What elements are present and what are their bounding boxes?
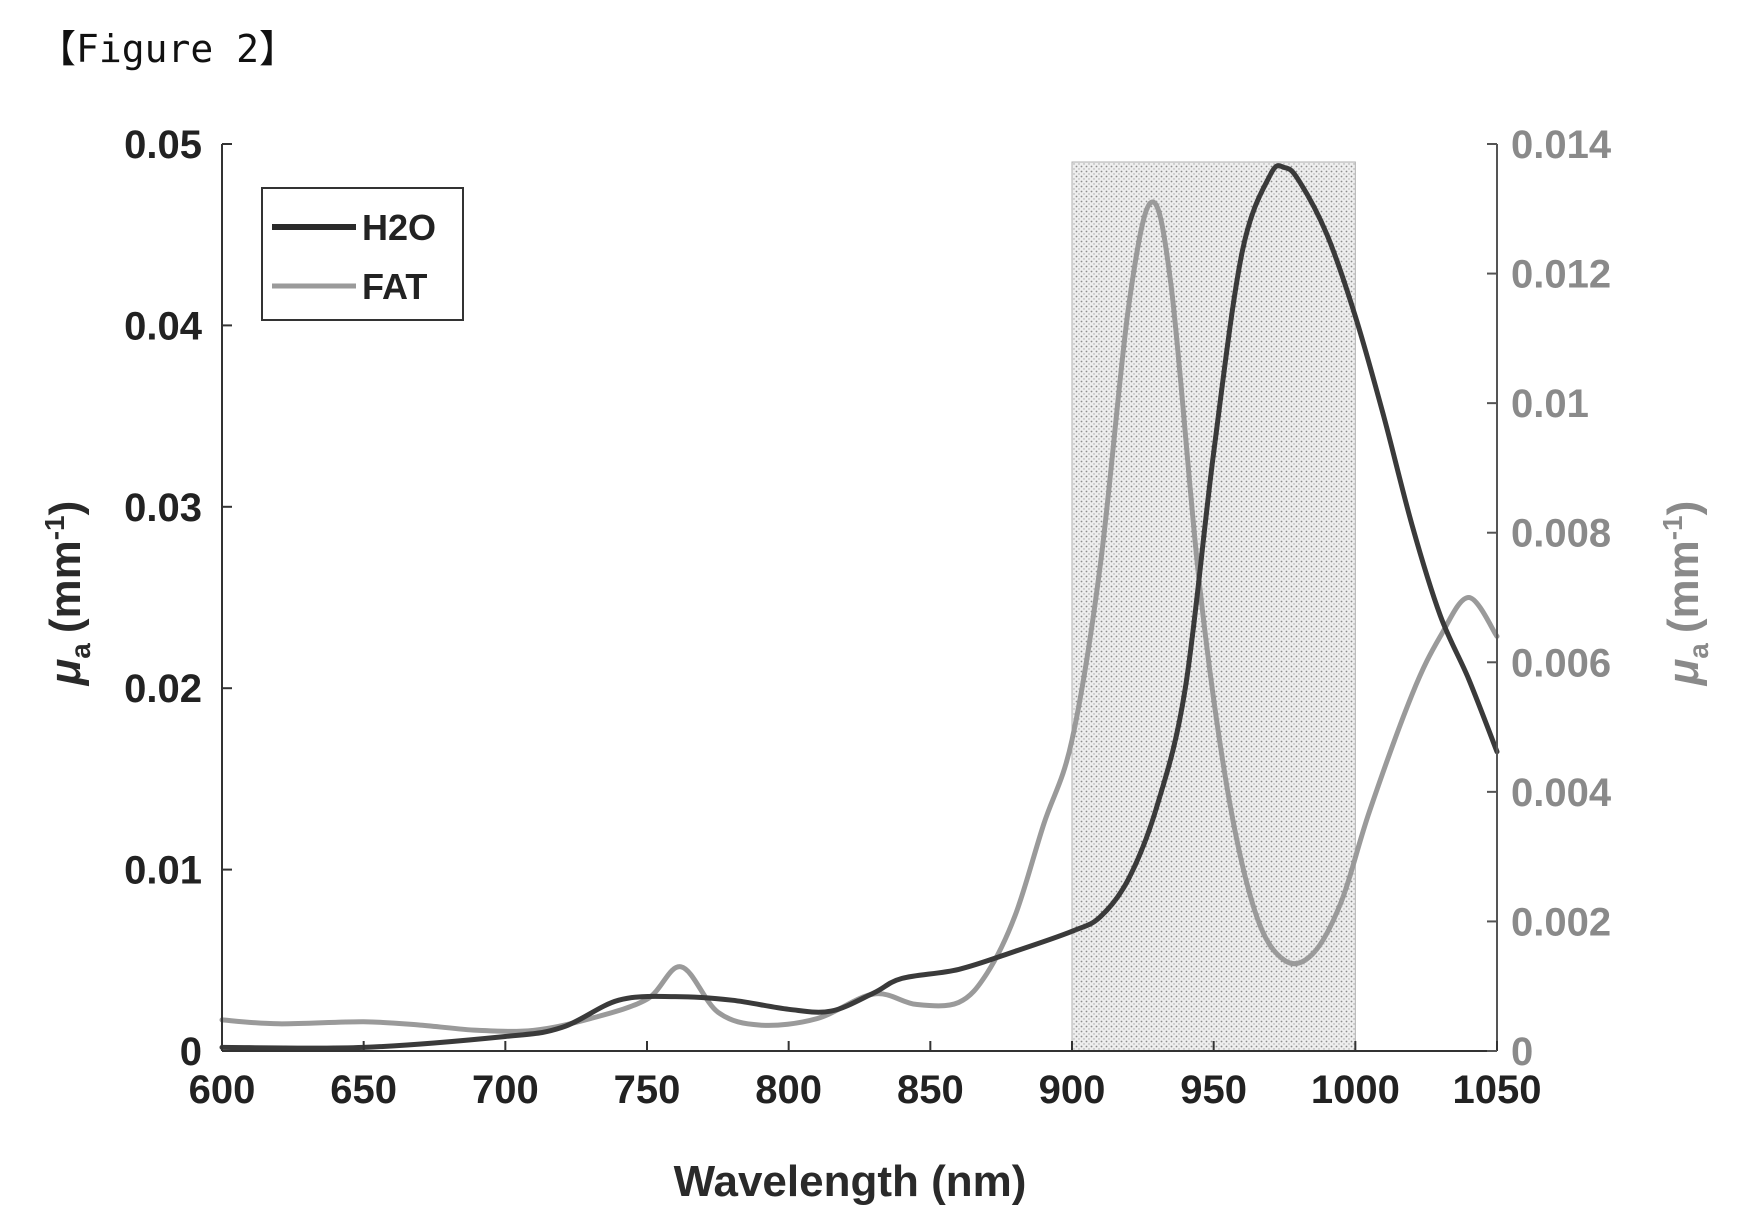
- left-y-axis-sub: a: [65, 643, 96, 659]
- left-y-axis-title: μa (mm-1): [39, 501, 96, 688]
- left-y-tick-label: 0: [180, 1030, 202, 1074]
- right-y-axis-symbol: μ: [1659, 659, 1708, 688]
- series-line-h2o: [219, 163, 1500, 1051]
- x-axis-title: Wavelength (nm): [674, 1157, 1027, 1206]
- left-y-tick-label: 0.05: [124, 123, 202, 167]
- x-tick-label: 800: [755, 1068, 822, 1112]
- right-y-axis-sup: -1: [1657, 515, 1688, 540]
- x-tick-label: 600: [189, 1068, 256, 1112]
- right-y-axis-title: μa (mm-1): [1657, 501, 1714, 688]
- shaded-region-layer: [1071, 161, 1356, 1052]
- right-y-tick-label: 0.004: [1511, 771, 1612, 815]
- x-tick-label: 700: [472, 1068, 539, 1112]
- right-y-tick-label: 0.012: [1511, 253, 1611, 297]
- axes-layer: [221, 144, 1498, 1052]
- right-y-tick-label: 0.014: [1511, 123, 1612, 167]
- left-y-axis-sup: -1: [39, 515, 70, 540]
- right-y-tick-label: 0.008: [1511, 512, 1611, 556]
- series-line-fat: [219, 199, 1500, 1034]
- x-tick-label: 1000: [1311, 1068, 1400, 1112]
- right-y-tick-label: 0: [1511, 1030, 1533, 1074]
- left-y-tick-label: 0.02: [124, 667, 202, 711]
- x-tick-label: 900: [1039, 1068, 1106, 1112]
- left-y-axis-symbol: μ: [41, 659, 90, 688]
- figure-caption: 【Figure 2】: [38, 27, 298, 71]
- left-y-tick-label: 0.04: [124, 304, 203, 348]
- right-y-tick-label: 0.006: [1511, 641, 1611, 685]
- x-tick-label: 750: [614, 1068, 681, 1112]
- right-y-axis-sub: a: [1683, 643, 1714, 659]
- right-y-tick-label: 0.002: [1511, 900, 1611, 944]
- left-y-tick-label: 0.01: [124, 849, 202, 893]
- right-y-tick-label: 0.01: [1511, 382, 1589, 426]
- x-tick-label: 1050: [1453, 1068, 1542, 1112]
- left-y-tick-label: 0.03: [124, 486, 202, 530]
- right-y-axis-unit: (mm: [1659, 540, 1708, 633]
- shaded-region: [1071, 161, 1356, 1052]
- left-y-axis-unit: (mm: [41, 540, 90, 633]
- legend-label-h2o: H2O: [362, 207, 436, 248]
- legend-box: [261, 187, 464, 321]
- legend-label-fat: FAT: [362, 266, 427, 307]
- series-layer: [219, 163, 1500, 1051]
- legend: H2O FAT: [261, 187, 464, 321]
- right-y-axis-close: ): [1659, 501, 1708, 516]
- left-y-axis-close: ): [41, 501, 90, 516]
- x-tick-label: 950: [1180, 1068, 1247, 1112]
- x-tick-label: 850: [897, 1068, 964, 1112]
- ticks-layer: 600 650 700 750 800 850 900 950 1000 105000.010.0…: [124, 123, 1612, 1112]
- x-tick-label: 650: [330, 1068, 397, 1112]
